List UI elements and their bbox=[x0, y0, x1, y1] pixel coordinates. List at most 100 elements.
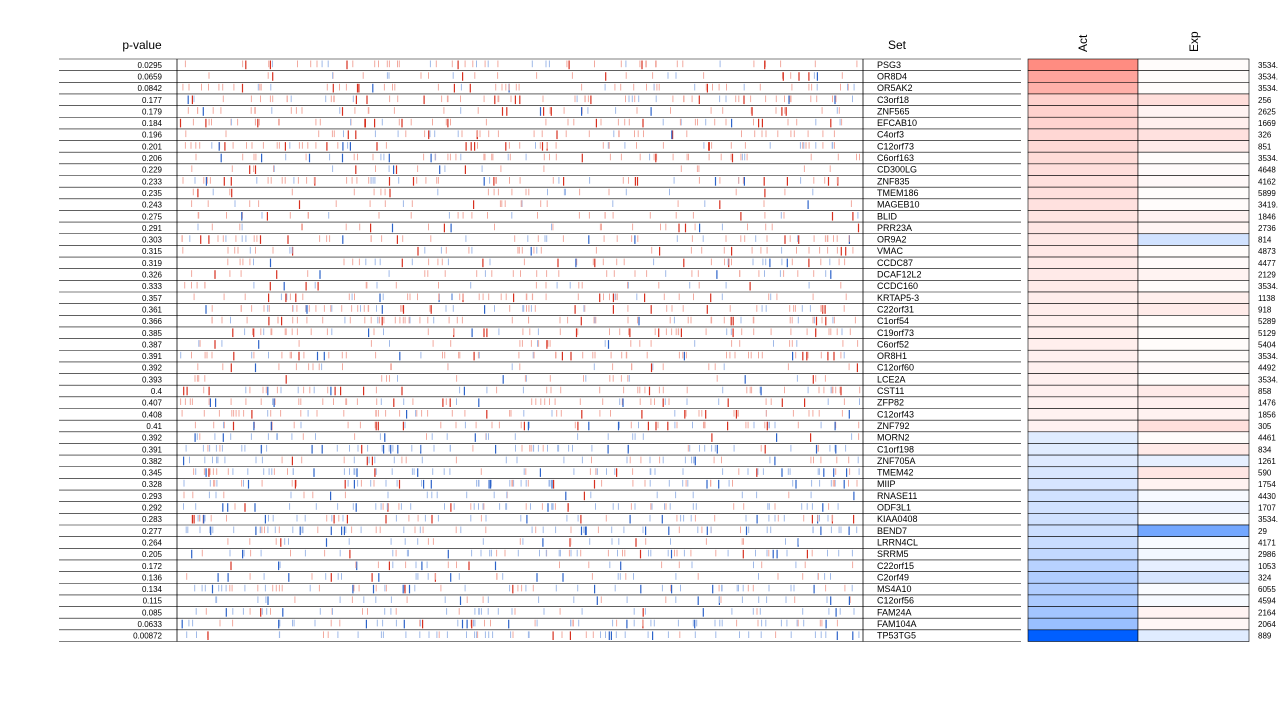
set-label: C12orf60 bbox=[877, 363, 914, 373]
set-label: FAM24A bbox=[877, 607, 912, 617]
pvalue-label: 0.0842 bbox=[138, 84, 163, 93]
act-cell bbox=[1027, 175, 1139, 188]
act-cell bbox=[1027, 443, 1139, 456]
set-header: Set bbox=[888, 38, 907, 52]
act-cell bbox=[1027, 210, 1139, 223]
act-cell bbox=[1027, 559, 1139, 572]
act-cell bbox=[1027, 606, 1139, 619]
set-size-label: 4477 bbox=[1258, 259, 1276, 268]
pvalue-label: 0.235 bbox=[142, 189, 163, 198]
set-label: C6orf163 bbox=[877, 153, 914, 163]
set-size-label: 4594 bbox=[1258, 597, 1276, 606]
set-size-label: 1707 bbox=[1258, 504, 1276, 513]
set-size-label: 324 bbox=[1258, 573, 1272, 582]
exp-cell bbox=[1137, 210, 1250, 223]
exp-cell bbox=[1137, 443, 1250, 456]
pvalue-label: 0.387 bbox=[142, 340, 163, 349]
set-label: KRTAP5-3 bbox=[877, 293, 919, 303]
set-size-label: 1846 bbox=[1258, 212, 1276, 221]
act-cell bbox=[1027, 408, 1139, 421]
set-label: LCE2A bbox=[877, 374, 906, 384]
set-size-label: 858 bbox=[1258, 387, 1272, 396]
act-cell bbox=[1027, 280, 1139, 293]
set-size-label: 3534. bbox=[1258, 72, 1278, 81]
set-size-label: 4492 bbox=[1258, 364, 1276, 373]
act-cell bbox=[1027, 501, 1139, 514]
act-cell bbox=[1027, 303, 1139, 316]
exp-cell bbox=[1137, 338, 1250, 351]
act-cell bbox=[1027, 582, 1139, 596]
set-label: MAGEB10 bbox=[877, 200, 920, 210]
barcode-panel bbox=[179, 60, 861, 640]
pvalue-label: 0.292 bbox=[142, 504, 163, 513]
exp-cell bbox=[1137, 314, 1250, 328]
set-label: BLID bbox=[877, 211, 898, 221]
pvalue-label: 0.184 bbox=[142, 119, 163, 128]
exp-cell bbox=[1137, 245, 1250, 258]
set-label: VMAC bbox=[877, 246, 904, 256]
set-label: FAM104A bbox=[877, 619, 917, 629]
pvalue-label: 0.264 bbox=[142, 538, 163, 547]
act-cell bbox=[1027, 163, 1139, 176]
exp-cell bbox=[1137, 268, 1250, 281]
set-size-label: 29 bbox=[1258, 527, 1267, 536]
set-label: C4orf3 bbox=[877, 130, 904, 140]
exp-cell bbox=[1137, 221, 1250, 235]
pvalue-label: 0.293 bbox=[142, 492, 163, 501]
set-label: EFCAB10 bbox=[877, 118, 917, 128]
exp-cell bbox=[1137, 594, 1250, 607]
set-label: OR8H1 bbox=[877, 351, 907, 361]
exp-cell bbox=[1137, 58, 1250, 71]
act-cell bbox=[1027, 82, 1139, 95]
pvalue-label: 0.229 bbox=[142, 166, 163, 175]
pvalue-label: 0.291 bbox=[142, 224, 163, 233]
pvalue-label: 0.0659 bbox=[138, 72, 163, 81]
set-label: ZNF705A bbox=[877, 456, 916, 466]
set-size-label: 5289 bbox=[1258, 317, 1276, 326]
set-size-label: 2625 bbox=[1258, 107, 1276, 116]
pvalue-label: 0.303 bbox=[142, 236, 163, 245]
set-size-label: 2129 bbox=[1258, 271, 1276, 280]
set-size-label: 2064 bbox=[1258, 620, 1276, 629]
set-size-label: 6055 bbox=[1258, 585, 1276, 594]
pvalue-label: 0.326 bbox=[142, 271, 163, 280]
pvalue-label: 0.136 bbox=[142, 573, 163, 582]
act-header: Act bbox=[1076, 34, 1090, 52]
set-label: SRRM5 bbox=[877, 549, 909, 559]
act-cell bbox=[1027, 233, 1139, 246]
act-cell bbox=[1027, 454, 1139, 468]
pvalue-label: 0.392 bbox=[142, 434, 163, 443]
set-size-column: 3534. 3534. 3534. 256 2625 1669 326 851 3534. 464… bbox=[1258, 61, 1278, 641]
set-label: C2orf49 bbox=[877, 572, 909, 582]
pvalue-label: 0.315 bbox=[142, 247, 163, 256]
pvalue-label: 0.115 bbox=[143, 597, 163, 606]
act-cell bbox=[1027, 186, 1139, 200]
set-label: C22orf15 bbox=[877, 561, 914, 571]
act-cell bbox=[1027, 594, 1139, 607]
exp-cell bbox=[1137, 582, 1250, 596]
set-size-label: 3534. bbox=[1258, 84, 1278, 93]
act-cell bbox=[1027, 128, 1139, 141]
exp-cell bbox=[1137, 175, 1250, 188]
act-cell bbox=[1027, 571, 1139, 584]
act-cell bbox=[1027, 245, 1139, 258]
set-size-label: 1856 bbox=[1258, 410, 1276, 419]
set-label: C12orf56 bbox=[877, 596, 914, 606]
set-label: OR9A2 bbox=[877, 235, 907, 245]
set-size-label: 4171 bbox=[1258, 538, 1276, 547]
pvalue-label: 0.233 bbox=[142, 177, 163, 186]
exp-cell bbox=[1137, 128, 1250, 141]
exp-cell bbox=[1137, 140, 1250, 153]
exp-cell bbox=[1137, 571, 1250, 584]
set-label: CD300LG bbox=[877, 165, 917, 175]
pvalue-label: 0.345 bbox=[142, 469, 163, 478]
pvalue-label: 0.407 bbox=[142, 399, 163, 408]
pvalue-header: p-value bbox=[122, 38, 162, 52]
set-size-label: 851 bbox=[1258, 142, 1272, 151]
exp-cell bbox=[1137, 256, 1250, 269]
act-heatmap-column bbox=[1027, 58, 1139, 642]
pvalue-label: 0.391 bbox=[142, 445, 163, 454]
pvalue-label: 0.333 bbox=[142, 282, 163, 291]
